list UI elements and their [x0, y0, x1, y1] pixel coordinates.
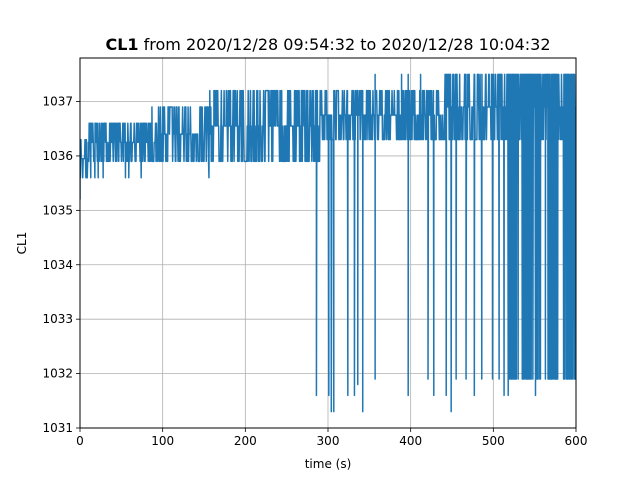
y-tick-label: 1036	[42, 149, 73, 163]
chart-title-rest: from 2020/12/28 09:54:32 to 2020/12/28 1…	[139, 35, 551, 54]
y-axis-ticks: 1031 1032 1033 1034 1035 1036 1037	[42, 95, 80, 435]
series-cl1	[80, 73, 576, 413]
x-axis-label: time (s)	[305, 457, 352, 471]
x-tick-label: 600	[565, 434, 588, 448]
chart-title-bold: CL1	[105, 35, 138, 54]
y-tick-label: 1031	[42, 421, 73, 435]
x-tick-label: 200	[234, 434, 257, 448]
y-tick-label: 1033	[42, 312, 73, 326]
y-tick-label: 1032	[42, 367, 73, 381]
x-tick-label: 300	[317, 434, 340, 448]
x-tick-label: 100	[151, 434, 174, 448]
plot-area	[80, 73, 576, 413]
series-line	[80, 73, 576, 413]
y-axis-label: CL1	[15, 232, 29, 255]
chart-title: CL1 from 2020/12/28 09:54:32 to 2020/12/…	[105, 35, 550, 54]
x-axis-ticks: 0 100 200 300 400 500 600	[76, 428, 587, 448]
y-tick-label: 1035	[42, 203, 73, 217]
y-tick-label: 1037	[42, 95, 73, 109]
x-tick-label: 0	[76, 434, 84, 448]
x-tick-label: 400	[399, 434, 422, 448]
x-tick-label: 500	[482, 434, 505, 448]
y-tick-label: 1034	[42, 258, 73, 272]
